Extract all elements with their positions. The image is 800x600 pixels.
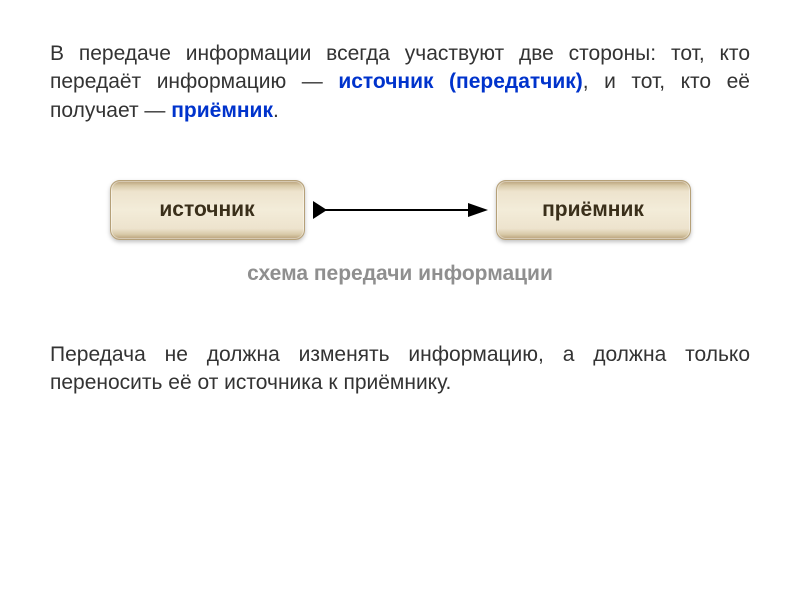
term-source: источник (передатчик) [338,70,582,93]
footer-paragraph: Передача не должна изменять информацию, … [50,341,750,398]
transmission-diagram: источник приёмник схема передачи информа… [50,180,750,286]
arrow [313,195,488,225]
diagram-caption: схема передачи информации [247,262,553,286]
arrow-icon [313,195,488,225]
term-receiver: приёмник [171,99,273,122]
intro-paragraph: В передаче информации всегда участвуют д… [50,40,750,125]
node-receiver: приёмник [496,180,691,240]
node-source: источник [110,180,305,240]
diagram-row: источник приёмник [110,180,691,240]
intro-text-3: . [273,99,279,122]
